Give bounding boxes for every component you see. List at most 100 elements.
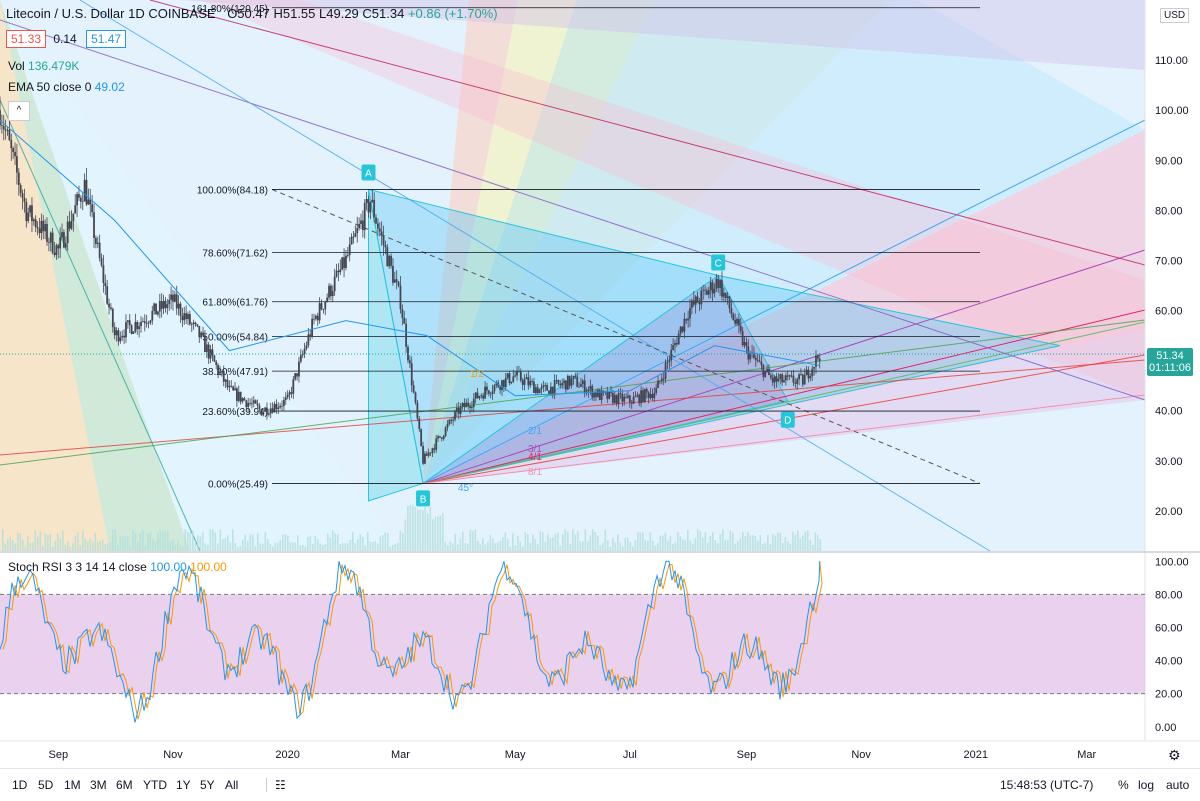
timeframe-3m[interactable]: 3M [90, 778, 107, 792]
candle-body [452, 419, 455, 421]
candle-body [722, 292, 725, 297]
collapse-legend-button[interactable]: ^ [8, 101, 30, 121]
volume-bar [382, 535, 384, 551]
timeframe-5d[interactable]: 5D [38, 778, 54, 792]
volume-bar [59, 538, 62, 551]
volume-bar [269, 544, 272, 551]
volume-bar [667, 540, 669, 551]
volume-bar [624, 537, 627, 551]
volume-bar [729, 530, 732, 551]
volume-bar [112, 529, 114, 551]
volume-bar [309, 536, 312, 551]
candle-body [74, 205, 77, 214]
candle-body [196, 324, 199, 327]
volume-bar [487, 542, 489, 551]
candle-body [281, 405, 283, 407]
candle-body [813, 366, 815, 369]
volume-bar [352, 532, 354, 551]
auto-toggle[interactable]: auto [1166, 778, 1190, 792]
timeframe-1y[interactable]: 1Y [176, 778, 191, 792]
volume-bar [747, 531, 749, 551]
calendar-icon[interactable]: ☷ [266, 778, 286, 792]
ask-value[interactable]: 51.47 [86, 30, 127, 48]
candle-body [815, 355, 817, 367]
volume-bar [739, 538, 742, 551]
candle-body [632, 396, 635, 404]
volume-bar [544, 541, 547, 551]
volume-bar [579, 541, 582, 551]
candle-body [38, 228, 41, 234]
timeframe-5y[interactable]: 5Y [200, 778, 215, 792]
candle-body [437, 436, 439, 439]
bid-value[interactable]: 51.33 [6, 30, 47, 48]
volume-bar [364, 545, 367, 551]
stoch-tick-label: 20.00 [1155, 689, 1183, 701]
timeframe-1m[interactable]: 1M [64, 778, 81, 792]
clock-readout[interactable]: 15:48:53 (UTC-7) [1000, 778, 1094, 792]
candle-body [403, 317, 406, 324]
currency-button[interactable]: USD [1160, 8, 1190, 23]
candle-body [623, 396, 626, 402]
volume-bar [417, 509, 419, 551]
candle-body [651, 394, 654, 399]
volume-legend[interactable]: Vol 136.479K [8, 59, 79, 73]
candle-body [743, 342, 746, 346]
percent-toggle[interactable]: % [1118, 778, 1129, 792]
candle-body [237, 391, 240, 401]
candle-body [166, 304, 169, 309]
candle-body [247, 402, 250, 408]
volume-bar [357, 539, 359, 551]
candle-body [728, 296, 731, 309]
volume-bar [297, 535, 299, 551]
timeframe-6m[interactable]: 6M [116, 778, 133, 792]
candle-body [177, 303, 180, 309]
gann-label: 3/1 [528, 444, 542, 455]
candle-body [474, 392, 477, 399]
volume-bar [282, 534, 284, 551]
volume-bar [212, 529, 214, 551]
candle-body [551, 386, 554, 394]
candle-body [548, 390, 550, 394]
volume-bar [207, 544, 209, 551]
symbol-name[interactable]: Litecoin / U.S. Dollar [6, 6, 125, 21]
volume-bar [627, 537, 629, 551]
volume-bar [499, 540, 502, 551]
fan-wedge [423, 0, 656, 484]
candle-body [47, 241, 50, 243]
candle-body [117, 330, 120, 342]
candle-body [401, 309, 404, 318]
stoch-legend[interactable]: Stoch RSI 3 3 14 14 close 100.00 100.00 [8, 560, 227, 574]
volume-bar [687, 529, 689, 551]
candle-body [380, 231, 383, 236]
volume-bar [109, 542, 112, 551]
volume-bar [767, 534, 769, 551]
candle-body [721, 280, 723, 297]
gear-icon[interactable]: ⚙ [1168, 747, 1181, 763]
timeframe-ytd[interactable]: YTD [143, 778, 167, 792]
candle-body [230, 385, 233, 387]
candle-body [581, 380, 584, 385]
volume-bar [809, 539, 812, 551]
fib-level-label: 23.60%(39.94) [202, 407, 268, 418]
fan-wedge [423, 0, 1145, 484]
volume-bar [462, 531, 464, 551]
pattern-point-D: D [784, 416, 791, 427]
volume-bar [182, 546, 184, 551]
candle-body [226, 379, 229, 388]
ema-legend[interactable]: EMA 50 close 0 49.02 [8, 80, 125, 94]
timeframe-1d[interactable]: 1D [12, 778, 28, 792]
volume-bar [562, 534, 564, 551]
candle-body [251, 403, 253, 405]
candle-body [662, 378, 665, 380]
candle-body [418, 418, 421, 429]
candle-body [358, 223, 361, 229]
log-toggle[interactable]: log [1138, 778, 1155, 792]
volume-bar [209, 529, 212, 551]
volume-bar [97, 542, 99, 551]
candle-body [93, 212, 95, 239]
time-tick-label: Mar [1077, 749, 1096, 761]
timeframe-all[interactable]: All [225, 778, 239, 792]
volume-bar [814, 532, 817, 551]
candle-body [149, 320, 152, 323]
